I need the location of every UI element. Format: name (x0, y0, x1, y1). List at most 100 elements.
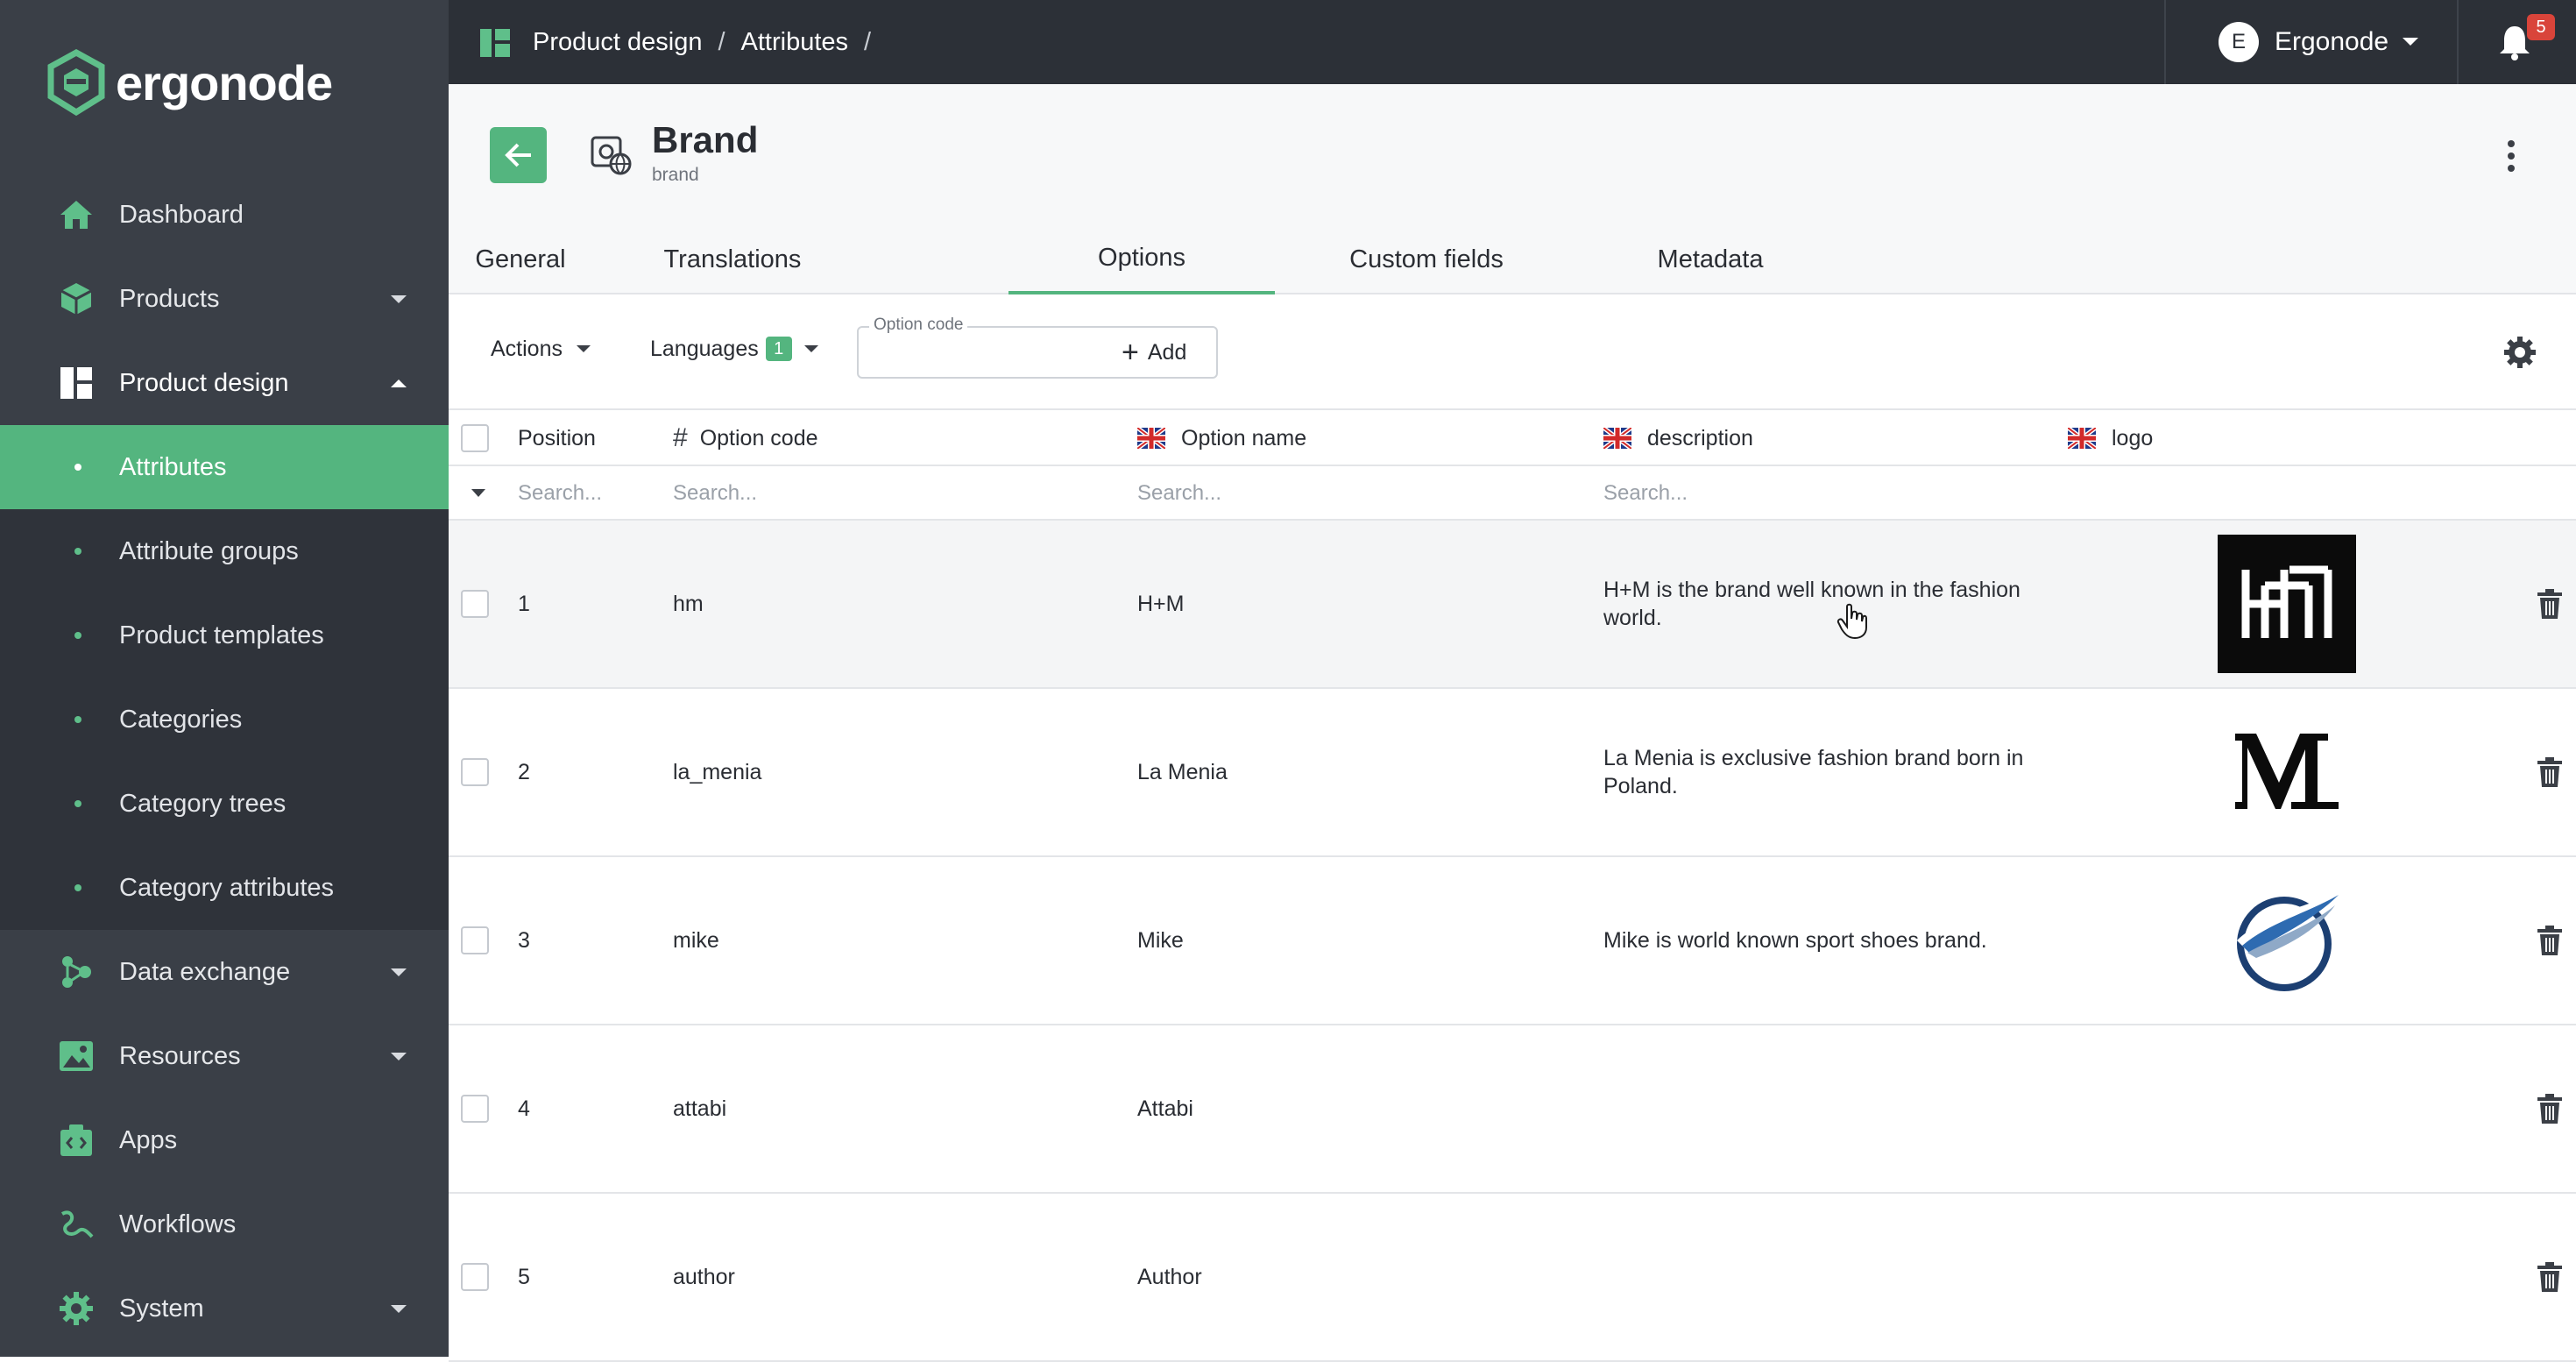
tab-options[interactable]: Options (1008, 224, 1275, 294)
row-checkbox[interactable] (461, 1263, 489, 1291)
gear-icon[interactable] (2502, 335, 2537, 370)
select-all-checkbox[interactable] (461, 424, 489, 452)
sidebar-item-apps[interactable]: Apps (0, 1098, 449, 1182)
sidebar-item-workflows[interactable]: Workflows (0, 1182, 449, 1266)
table-row[interactable]: 3 mike Mike Mike is world known sport sh… (449, 857, 2576, 1025)
cell-option-code[interactable]: attabi (673, 1096, 727, 1121)
filter-option-name-input[interactable] (1137, 475, 1575, 512)
chevron-down-icon[interactable] (391, 294, 407, 303)
chevron-down-icon[interactable] (391, 1052, 407, 1061)
cell-position: 2 (518, 759, 530, 784)
back-button[interactable] (490, 127, 547, 183)
option-code-field: Option code + Add (857, 316, 1218, 379)
cell-option-name[interactable]: Attabi (1137, 1096, 1193, 1121)
chevron-down-icon[interactable] (391, 1304, 407, 1313)
cell-option-code[interactable]: la_menia (673, 759, 762, 784)
breadcrumb-product-design[interactable]: Product design (533, 27, 703, 56)
chevron-down-icon[interactable] (391, 968, 407, 976)
sidebar-item-dashboard[interactable]: Dashboard (0, 173, 449, 257)
cell-option-name[interactable]: H+M (1137, 591, 1185, 616)
dashboard-layout-icon (58, 365, 95, 401)
sidebar-subitem-categories[interactable]: Categories (0, 677, 449, 762)
row-checkbox[interactable] (461, 758, 489, 786)
bullet-icon (74, 800, 81, 807)
table-row[interactable]: 1 hm H+M H+M is the brand well known in … (449, 521, 2576, 689)
bullet-icon (74, 884, 81, 891)
trash-icon[interactable] (2537, 589, 2562, 619)
hm-logo[interactable] (2218, 535, 2356, 673)
bell-icon[interactable] (2495, 23, 2534, 61)
cell-option-name[interactable]: La Menia (1137, 759, 1228, 784)
sidebar-item-products[interactable]: Products (0, 257, 449, 341)
column-header-option-name[interactable]: Option name (1137, 410, 1306, 466)
row-checkbox[interactable] (461, 926, 489, 954)
table-row[interactable]: 5 author Author (449, 1194, 2576, 1362)
filter-option-code-input[interactable] (673, 475, 1111, 512)
table-row[interactable]: 4 attabi Attabi (449, 1025, 2576, 1194)
option-code-input[interactable] (867, 337, 1113, 370)
trash-icon[interactable] (2537, 1094, 2562, 1124)
cell-option-code[interactable]: mike (673, 927, 719, 953)
tab-general[interactable]: General (475, 245, 566, 273)
tab-metadata[interactable]: Metadata (1657, 245, 1764, 273)
cell-description[interactable] (1603, 1025, 2059, 1192)
breadcrumb-attributes[interactable]: Attributes (740, 27, 849, 56)
mike-logo[interactable] (2218, 871, 2356, 1010)
user-menu[interactable]: E Ergonode (2164, 0, 2459, 84)
trash-icon[interactable] (2537, 1262, 2562, 1292)
breadcrumb-separator: / (864, 27, 872, 56)
column-header-description[interactable]: description (1603, 410, 1753, 466)
la-menia-logo[interactable] (2218, 703, 2356, 841)
add-label: Add (1147, 339, 1187, 365)
sidebar-item-label: Resources (119, 1041, 241, 1070)
sidebar-item-resources[interactable]: Resources (0, 1014, 449, 1098)
cell-option-code[interactable]: hm (673, 591, 704, 616)
chevron-down-icon[interactable] (471, 489, 485, 497)
cell-option-code[interactable]: author (673, 1264, 735, 1289)
trash-icon[interactable] (2537, 926, 2562, 955)
workflow-icon (58, 1206, 95, 1243)
tab-custom-fields[interactable]: Custom fields (1349, 245, 1504, 273)
filter-description-input[interactable] (1603, 475, 2042, 512)
trash-icon[interactable] (2537, 757, 2562, 787)
cell-description[interactable]: H+M is the brand well known in the fashi… (1603, 578, 2020, 630)
actions-dropdown[interactable]: Actions (491, 333, 591, 365)
sidebar-item-data-exchange[interactable]: Data exchange (0, 930, 449, 1014)
sidebar-subitem-category-trees[interactable]: Category trees (0, 762, 449, 846)
page-subtitle: brand (652, 165, 699, 185)
add-option-button[interactable]: + Add (1122, 335, 1186, 370)
sidebar-subitem-attribute-groups[interactable]: Attribute groups (0, 509, 449, 593)
cell-description[interactable]: La Menia is exclusive fashion brand born… (1603, 746, 2024, 798)
sidebar-subitem-attributes[interactable]: Attributes (0, 425, 449, 509)
row-checkbox[interactable] (461, 1095, 489, 1123)
cell-description[interactable]: Mike is world known sport shoes brand. (1603, 928, 1987, 953)
sidebar-subitem-category-attributes[interactable]: Category attributes (0, 846, 449, 930)
sidebar-item-system[interactable]: System (0, 1266, 449, 1351)
sidebar-item-label: Product design (119, 368, 289, 397)
home-icon (58, 196, 95, 233)
app-logo[interactable]: ergonode (46, 47, 333, 117)
cell-position: 3 (518, 927, 530, 953)
arrow-left-icon (504, 143, 531, 167)
sidebar-subitem-product-templates[interactable]: Product templates (0, 593, 449, 677)
sidebar-item-label: Category attributes (119, 873, 335, 902)
cell-description[interactable] (1603, 1194, 2059, 1360)
row-checkbox[interactable] (461, 590, 489, 618)
filter-position-input[interactable] (518, 475, 658, 512)
subnav-background (0, 425, 449, 930)
tab-translations[interactable]: Translations (663, 245, 802, 273)
cell-option-name[interactable]: Mike (1137, 927, 1184, 953)
uk-flag-icon (2068, 428, 2096, 449)
cell-option-name[interactable]: Author (1137, 1264, 1202, 1289)
chevron-down-icon (803, 345, 818, 352)
column-header-option-code[interactable]: # Option code (673, 410, 818, 466)
more-options-icon[interactable] (2495, 137, 2527, 175)
column-header-logo[interactable]: logo (2068, 410, 2153, 466)
sidebar-item-product-design[interactable]: Product design (0, 341, 449, 425)
bullet-icon (74, 548, 81, 555)
column-header-position[interactable]: Position (518, 410, 596, 466)
table-row[interactable]: 2 la_menia La Menia La Menia is exclusiv… (449, 689, 2576, 857)
bullet-icon (74, 464, 81, 471)
chevron-up-icon[interactable] (391, 379, 407, 387)
languages-dropdown[interactable]: Languages 1 (650, 333, 818, 365)
